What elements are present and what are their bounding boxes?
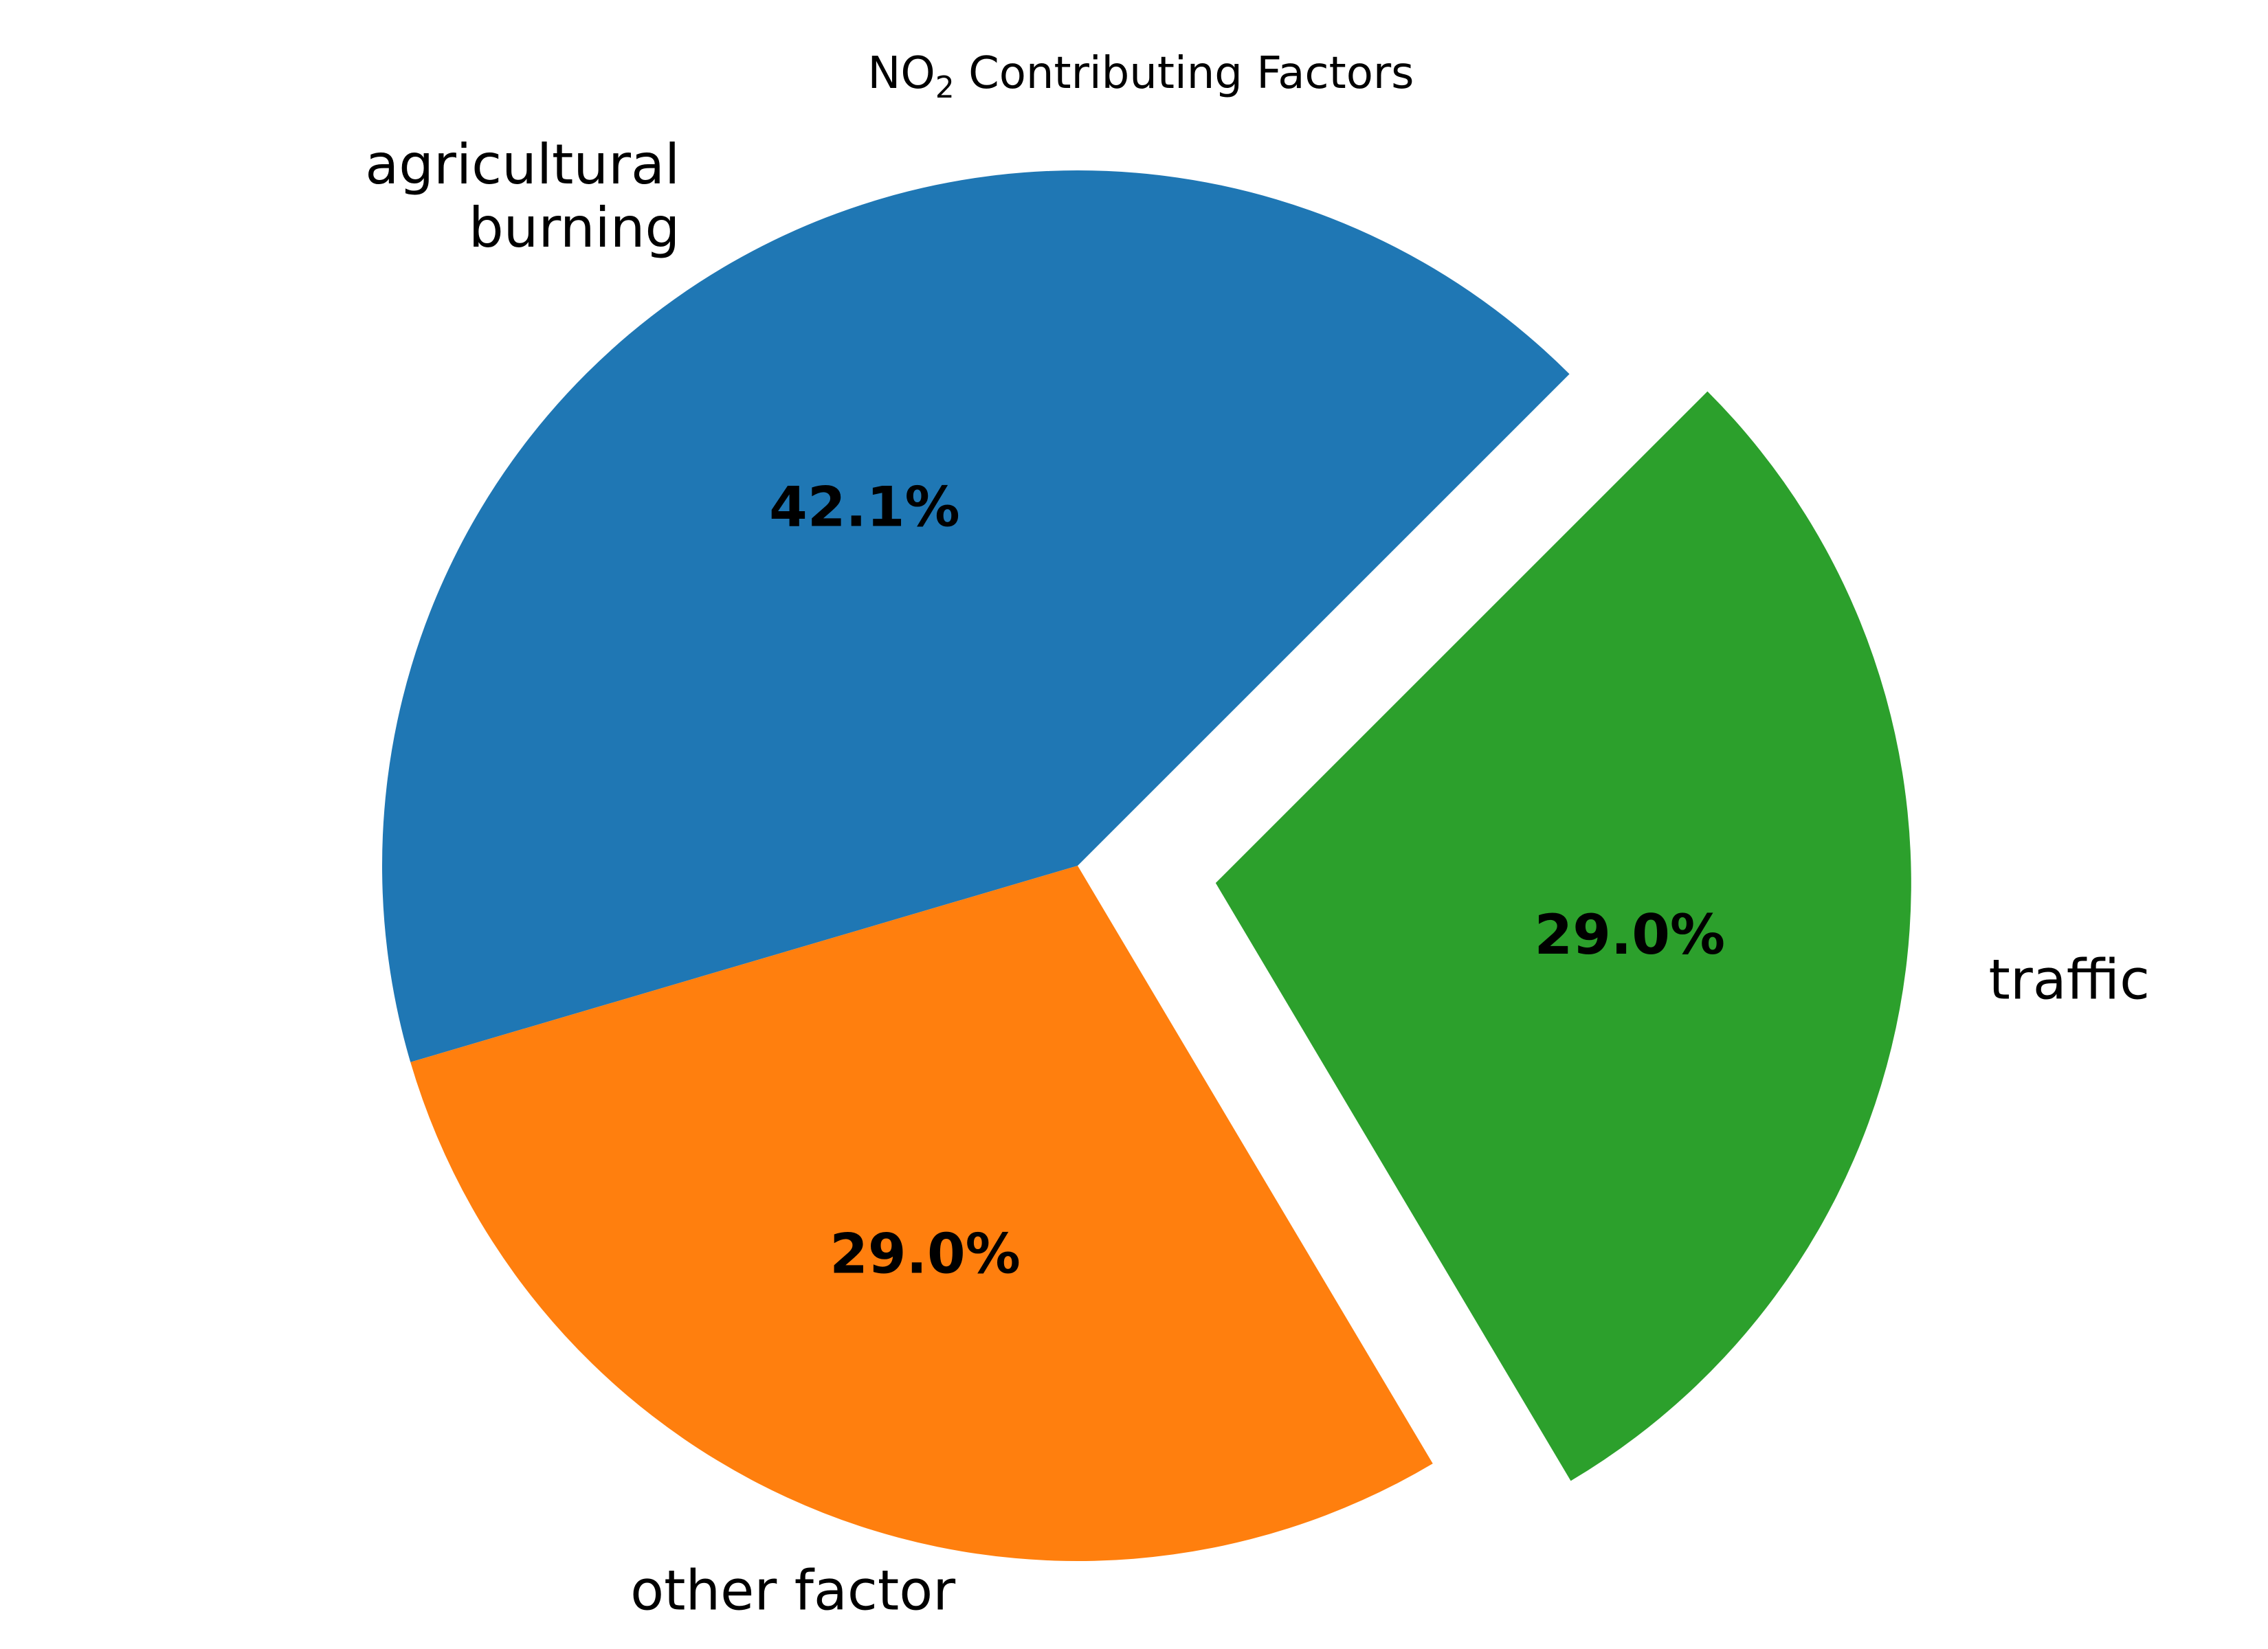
chart-title-subscript: 2 [935,70,955,105]
pie-category-label: agricultural burning [365,133,680,260]
pie-slice-agricultural-burning [381,170,1570,1062]
pie-category-label-line: burning [469,196,680,260]
pie-category-label: other factor [630,1558,955,1622]
pie-labels: 42.1% agricultural burning 29.0% other facto… [365,133,2150,1623]
pie-pct-label: 29.0% [830,1222,1021,1286]
chart-title: NO2 Contributing Factors [867,48,1414,105]
pie-slice-other-factor [410,866,1433,1561]
pie-category-label: traffic [1988,948,2150,1012]
pie-pct-label: 29.0% [1535,903,1726,967]
pie-pct-label: 42.1% [769,475,960,539]
pie-category-label-line: other factor [630,1558,955,1622]
chart-title-prefix: NO [867,48,935,99]
chart-title-suffix: Contributing Factors [955,48,1414,99]
pie-slices [381,170,1911,1561]
pie-category-label-line: agricultural [365,133,680,197]
pie-slice-traffic [1215,391,1911,1481]
pie-category-label-line: traffic [1988,948,2150,1012]
